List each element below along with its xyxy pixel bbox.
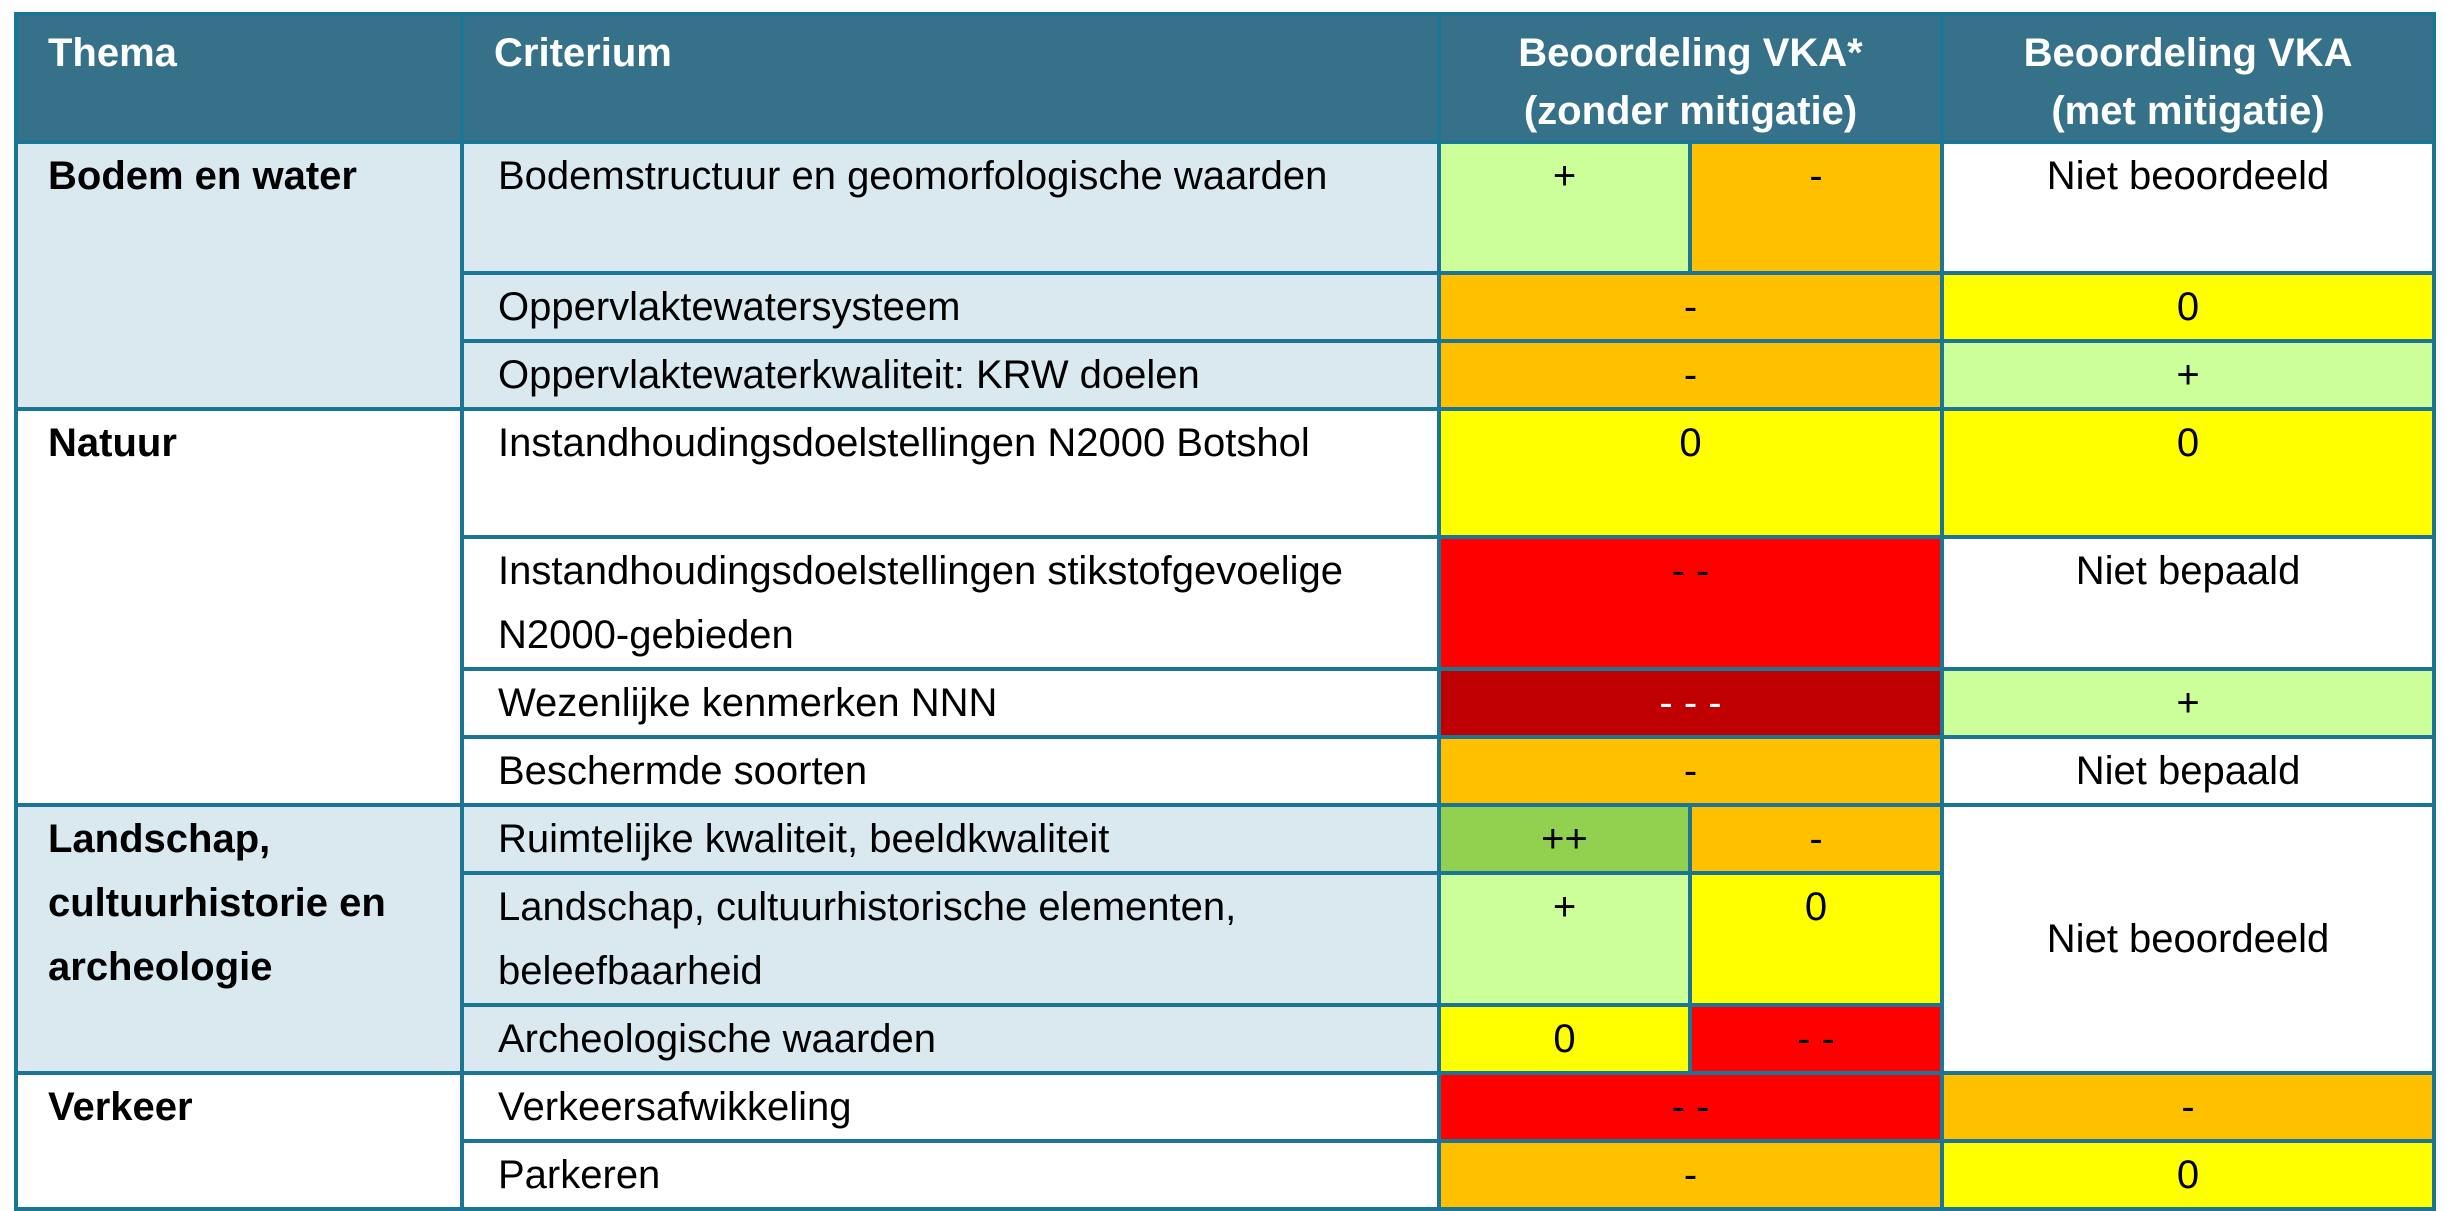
score-zonder: -: [1687, 140, 1945, 275]
score-zonder: - - -: [1436, 667, 1945, 739]
score-met: +: [1940, 339, 2437, 411]
criterium-cell: Oppervlaktewatersysteem: [460, 271, 1441, 343]
criterium-cell: Parkeren: [460, 1139, 1441, 1211]
criterium-cell: Verkeersafwikkeling: [460, 1071, 1441, 1143]
score-met: 0: [1940, 271, 2437, 343]
score-met: Niet bepaald: [1940, 735, 2437, 807]
criterium-cell: Instandhoudingsdoelstellingen stikstofge…: [460, 535, 1441, 671]
table-row: Archeologische waarden 0 - -: [16, 1003, 2434, 1075]
score-zonder: -: [1436, 271, 1945, 343]
header-met-mitigatie: Beoordeling VKA (met mitigatie): [1940, 12, 2437, 144]
criterium-cell: Bodemstructuur en geomorfologische waard…: [460, 140, 1441, 275]
header-zonder-mitigatie: Beoordeling VKA* (zonder mitigatie): [1436, 12, 1945, 144]
table-row: Bodem en water Bodemstructuur en geomorf…: [14, 140, 2437, 411]
criterium-cell: Archeologische waarden: [460, 1003, 1441, 1075]
table-row: Natuur Instandhoudingsdoelstellingen N20…: [14, 407, 2437, 807]
assessment-table: Thema Criterium Beoordeling VKA* (zonder …: [14, 12, 2437, 1211]
score-met: Niet bepaald: [1940, 535, 2437, 671]
table-row: Landschap, cultuurhistorie en archeologi…: [14, 803, 2437, 1075]
table-row: Landschap, cultuurhistorische elementen,…: [16, 871, 2434, 1007]
table-row: Oppervlaktewatersysteem - 0: [16, 271, 2437, 343]
header-row: Thema Criterium Beoordeling VKA* (zonder …: [14, 12, 2437, 144]
score-zonder: -: [1436, 735, 1945, 807]
score-zonder: - -: [1436, 535, 1945, 671]
score-zonder: 0: [1687, 871, 1945, 1007]
theme-cell: Verkeer: [14, 1071, 464, 1211]
score-zonder: 0: [1436, 407, 1945, 539]
score-met: +: [1940, 667, 2437, 739]
score-zonder: - -: [1436, 1071, 1945, 1143]
score-met: 0: [1940, 1139, 2437, 1211]
theme-cell: Natuur: [14, 407, 464, 807]
criterium-cell: Beschermde soorten: [460, 735, 1441, 807]
criterium-cell: Wezenlijke kenmerken NNN: [460, 667, 1441, 739]
score-zonder: +: [1437, 140, 1692, 275]
score-zonder: -: [1436, 339, 1945, 411]
theme-cell: Landschap, cultuurhistorie en archeologi…: [14, 803, 464, 1075]
header-criterium: Criterium: [460, 12, 1441, 144]
score-met: Niet beoordeeld: [1940, 140, 2437, 275]
table-row: Instandhoudingsdoelstellingen stikstofge…: [16, 535, 2437, 671]
criterium-cell: Oppervlaktewaterkwaliteit: KRW doelen: [460, 339, 1441, 411]
score-zonder: +: [1437, 871, 1692, 1007]
table-row: Verkeer Verkeersafwikkeling - - -: [14, 1071, 2437, 1211]
score-zonder: 0: [1437, 1003, 1692, 1075]
score-zonder: - -: [1687, 1003, 1945, 1075]
score-zonder: -: [1436, 1139, 1945, 1211]
score-zonder: ++: [1437, 803, 1692, 875]
table-row: Oppervlaktewaterkwaliteit: KRW doelen - …: [16, 339, 2437, 411]
header-thema: Thema: [14, 12, 464, 144]
criterium-cell: Instandhoudingsdoelstellingen N2000 Bots…: [460, 407, 1441, 539]
score-met: -: [1940, 1071, 2437, 1143]
score-met: 0: [1940, 407, 2437, 539]
table-row: Wezenlijke kenmerken NNN - - - +: [16, 667, 2437, 739]
table-row: Beschermde soorten - Niet bepaald: [16, 735, 2437, 807]
theme-cell: Bodem en water: [14, 140, 464, 411]
score-zonder: -: [1687, 803, 1945, 875]
score-met: Niet beoordeeld: [1940, 803, 2437, 1075]
criterium-cell: Ruimtelijke kwaliteit, beeldkwaliteit: [460, 803, 1441, 875]
criterium-cell: Landschap, cultuurhistorische elementen,…: [460, 871, 1441, 1007]
